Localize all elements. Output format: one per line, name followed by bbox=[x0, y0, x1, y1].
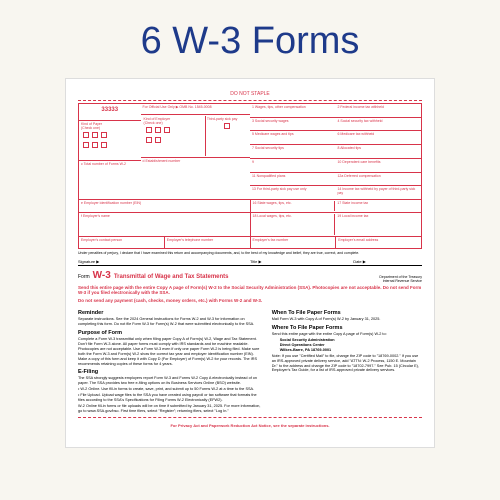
third-party: Third-party sick pay bbox=[207, 117, 238, 121]
perjury-statement: Under penalties of perjury, I declare th… bbox=[78, 251, 422, 256]
estab-num: d Establishment number bbox=[141, 158, 250, 200]
note-text: Note: If you use "Certified Mail" to fil… bbox=[272, 354, 422, 374]
box1: 1 Wages, tips, other compensation bbox=[250, 104, 336, 118]
control-number: 33333 bbox=[81, 105, 139, 115]
page-title: 6 W-3 Forms bbox=[0, 0, 500, 78]
sig-label: Signature ▶ bbox=[78, 259, 250, 264]
box3: 3 Social security wages bbox=[250, 118, 336, 132]
reminder-text: Separate instructions. See the 2024 Gene… bbox=[78, 317, 262, 327]
efiling-bullet2: • File Upload. Upload wage files to the … bbox=[78, 393, 262, 403]
when-heading: When To File Paper Forms bbox=[272, 310, 422, 316]
dept-irs: Department of the Treasury Internal Reve… bbox=[379, 275, 422, 283]
where-text: Send this entire page with the entire Co… bbox=[272, 332, 422, 337]
box11: 11 Nonqualified plans bbox=[250, 173, 336, 187]
box7: 7 Social security tips bbox=[250, 145, 336, 159]
do-not-staple: DO NOT STAPLE bbox=[78, 91, 422, 97]
purpose-text: Complete a Form W-3 transmittal only whe… bbox=[78, 337, 262, 367]
cut-line-top bbox=[78, 100, 422, 101]
form-title: Transmittal of Wage and Tax Statements bbox=[114, 274, 229, 280]
box5: 5 Medicare wages and tips bbox=[250, 131, 336, 145]
date-label: Date ▶ bbox=[353, 259, 422, 264]
title-label: Title ▶ bbox=[250, 259, 353, 264]
efiling-text2: W-2 Online fill-in forms or file uploads… bbox=[78, 404, 262, 414]
form-prefix: Form bbox=[78, 274, 90, 280]
total-forms: c Total number of Forms W-2 bbox=[79, 161, 141, 200]
official-use: For Official Use Only bbox=[143, 105, 175, 109]
form-number: W-3 bbox=[93, 270, 111, 281]
form-grid: 33333 Kind of Payer(Check one) c Total n… bbox=[78, 103, 422, 200]
box2: 2 Federal income tax withheld bbox=[335, 104, 421, 118]
ssa-address: Social Security Administration Direct Op… bbox=[280, 338, 422, 353]
where-heading: Where To File Paper Forms bbox=[272, 325, 422, 331]
box13: 13 For third-party sick pay use only bbox=[250, 186, 336, 199]
box10: 10 Dependent care benefits bbox=[335, 159, 421, 173]
box14: 14 Income tax withheld by payer of third… bbox=[335, 186, 421, 199]
box4: 4 Social security tax withheld bbox=[335, 118, 421, 132]
efiling-text1: The SSA strongly suggests employers repo… bbox=[78, 376, 262, 386]
w3-form: DO NOT STAPLE 33333 Kind of Payer(Check … bbox=[65, 78, 435, 448]
send-instruction: Send this entire page with the entire Co… bbox=[78, 285, 422, 297]
box8: 8 Allocated tips bbox=[335, 145, 421, 159]
efiling-bullet1: • W-2 Online. Use fill-in forms to creat… bbox=[78, 387, 262, 392]
dont-send: Do not send any payment (cash, checks, m… bbox=[78, 298, 422, 304]
privacy-notice: For Privacy Act and Paperwork Reduction … bbox=[78, 423, 422, 428]
box12a: 12a Deferred compensation bbox=[335, 173, 421, 187]
name-label: f Employer's name bbox=[79, 213, 251, 236]
efiling-heading: E-Filing bbox=[78, 369, 262, 375]
ein-label: e Employer identification number (EIN) bbox=[79, 200, 251, 212]
purpose-heading: Purpose of Form bbox=[78, 330, 262, 336]
reminder-heading: Reminder bbox=[78, 310, 262, 316]
employer-grid: e Employer identification number (EIN) 1… bbox=[78, 200, 422, 249]
when-text: Mail Form W-3 with Copy A of Form(s) W-2… bbox=[272, 317, 422, 322]
cut-line-bottom bbox=[78, 417, 422, 418]
box6: 6 Medicare tax withheld bbox=[335, 131, 421, 145]
box9: 9 bbox=[250, 159, 336, 173]
